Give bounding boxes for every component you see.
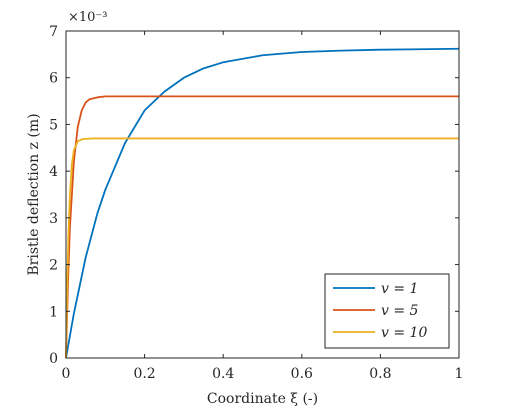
y-tick-label: 2 (49, 258, 58, 274)
x-tick-label: 0.2 (133, 366, 155, 382)
x-axis-label: Coordinate ξ (-) (207, 391, 318, 407)
y-tick-label: 5 (49, 117, 58, 133)
x-tick-label: 0.8 (369, 366, 391, 382)
y-tick-label: 6 (49, 71, 58, 87)
plot-frame (65, 30, 460, 359)
legend-label-0: v = 1 (381, 281, 418, 297)
x-tick-label: 0.4 (212, 366, 234, 382)
legend-label-2: v = 10 (381, 325, 427, 341)
y-tick-label: 3 (49, 211, 58, 227)
series-line-2 (65, 137, 459, 359)
series-layer (65, 47, 460, 359)
y-tick-label: 1 (49, 304, 58, 320)
y-tick-label: 7 (49, 24, 58, 40)
legend-box (324, 273, 450, 349)
legend: v = 1 v = 5 v = 10 (324, 273, 450, 349)
x-tick-label: 0 (62, 366, 71, 382)
y-axis-label: Bristle deflection z (m) (26, 113, 42, 275)
ticks-layer: 0 0.2 0.4 0.6 0.8 1 0 1 2 3 4 5 6 7 (49, 24, 463, 382)
legend-label-1: v = 5 (381, 303, 419, 319)
series-line-1 (65, 95, 459, 359)
x-tick-label: 0.6 (291, 366, 313, 382)
y-multiplier-label: ×10⁻³ (68, 10, 108, 25)
x-tick-label: 1 (455, 366, 464, 382)
y-tick-label: 4 (49, 164, 58, 180)
y-tick-label: 0 (49, 351, 58, 367)
series-line-0 (65, 47, 460, 359)
